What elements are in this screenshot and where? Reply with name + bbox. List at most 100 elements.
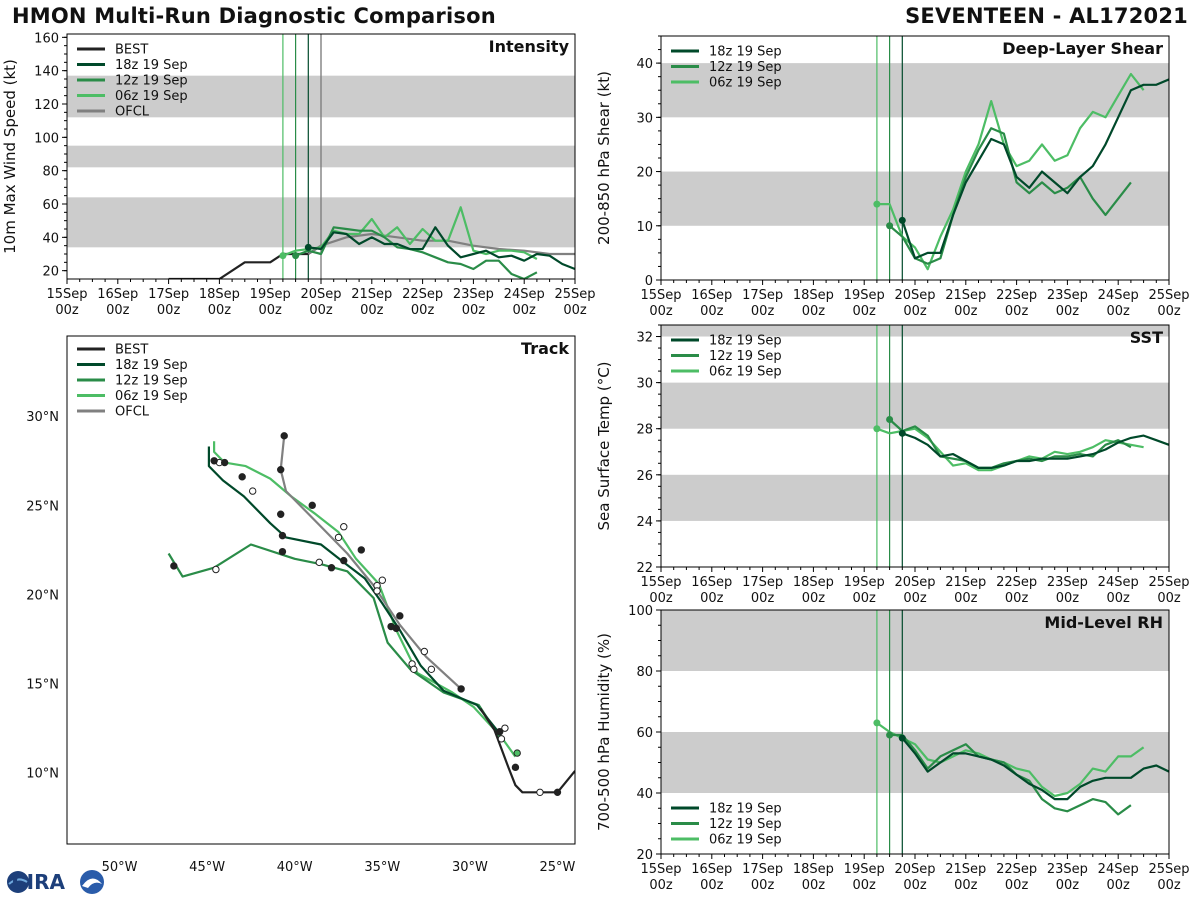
x-tick-label: 20Sep	[300, 287, 341, 302]
y-tick-label: 40	[42, 231, 59, 246]
x-tick-label: 00z	[700, 591, 724, 606]
track-position-marker	[277, 510, 285, 518]
series-line	[876, 722, 1145, 798]
y-tick-label: 26	[636, 469, 653, 484]
y-tick-label: 160	[34, 31, 59, 46]
x-tick-label: 25Sep	[1148, 575, 1189, 590]
x-tick-label: 00z	[954, 591, 978, 606]
track-position-marker	[210, 457, 218, 465]
shear-chart: 01020304015Sep00z16Sep00z17Sep00z18Sep00…	[595, 35, 1190, 319]
lat-tick-label: 15°N	[26, 678, 59, 693]
x-tick-label: 00z	[1157, 591, 1181, 606]
x-tick-label: 00z	[903, 304, 927, 319]
x-tick-label: 17Sep	[742, 288, 783, 303]
x-tick-label: 21Sep	[945, 288, 986, 303]
track-position-marker	[457, 685, 465, 693]
x-tick-label: 24Sep	[504, 287, 545, 302]
x-tick-label: 00z	[208, 303, 232, 318]
x-tick-label: 24Sep	[1098, 862, 1139, 877]
series-line	[295, 226, 538, 279]
lon-tick-label: 25°W	[540, 860, 576, 875]
x-tick-label: 20Sep	[894, 288, 935, 303]
x-tick-label: 00z	[1157, 304, 1181, 319]
shaded-band	[661, 63, 1169, 118]
track-position-marker	[327, 564, 336, 572]
x-tick-label: 00z	[1005, 304, 1029, 319]
x-tick-label: 00z	[563, 303, 587, 318]
x-tick-label: 00z	[309, 303, 333, 318]
legend-label: 12z 19 Sep	[115, 374, 188, 389]
x-tick-label: 00z	[802, 591, 826, 606]
x-tick-label: 16Sep	[691, 575, 732, 590]
legend-label: 06z 19 Sep	[709, 365, 782, 380]
track-position-marker	[278, 531, 287, 540]
track-position-marker	[373, 587, 381, 595]
legend-label: BEST	[115, 343, 148, 358]
track-position-marker	[248, 487, 257, 495]
series-line	[901, 432, 1169, 469]
x-tick-label: 00z	[853, 304, 877, 319]
x-tick-label: 00z	[1107, 591, 1131, 606]
x-tick-label: 00z	[751, 591, 775, 606]
shaded-band	[661, 171, 1169, 226]
track-position-marker	[315, 558, 323, 567]
x-tick-label: 00z	[1056, 591, 1080, 606]
track-position-marker	[511, 763, 520, 772]
series-start-point	[873, 200, 881, 208]
track-position-marker	[410, 665, 418, 674]
shaded-band	[661, 382, 1169, 429]
x-tick-label: 19Sep	[844, 575, 885, 590]
track-position-marker	[396, 612, 404, 620]
track-position-marker	[392, 624, 401, 633]
x-tick-label: 00z	[751, 878, 775, 893]
y-tick-label: 30	[636, 111, 653, 126]
track-series-group	[167, 432, 575, 797]
y-tick-label: 80	[636, 665, 653, 680]
x-tick-label: 00z	[954, 878, 978, 893]
sst-chart: 22242628303215Sep00z16Sep00z17Sep00z18Se…	[595, 324, 1190, 606]
x-tick-label: 00z	[513, 303, 537, 318]
lon-tick-label: 30°W	[452, 860, 488, 875]
storm-id-title: SEVENTEEN - AL172021	[905, 4, 1188, 28]
figure-title: HMON Multi-Run Diagnostic Comparison	[12, 4, 496, 28]
track-position-marker	[220, 458, 229, 467]
track-position-marker	[280, 432, 288, 440]
track-position-marker	[495, 728, 504, 736]
x-tick-label: 19Sep	[844, 862, 885, 877]
legend-label: OFCL	[115, 105, 150, 120]
y-tick-label: 32	[636, 331, 653, 346]
y-tick-label: 100	[34, 131, 59, 146]
shaded-band	[661, 474, 1169, 521]
y-tick-label: 140	[34, 65, 59, 80]
x-tick-label: 20Sep	[894, 575, 935, 590]
y-tick-label: 28	[636, 423, 653, 438]
x-tick-label: 18Sep	[793, 862, 834, 877]
legend-label: 12z 19 Sep	[709, 349, 782, 364]
x-tick-label: 18Sep	[793, 575, 834, 590]
track-position-marker	[340, 523, 348, 531]
series-line	[901, 78, 1169, 260]
x-tick-label: 19Sep	[250, 287, 291, 302]
series-group	[873, 72, 1169, 271]
series-start-point	[279, 252, 287, 260]
y-tick-label: 0	[645, 274, 653, 289]
x-tick-label: 15Sep	[640, 575, 681, 590]
globe-icon	[7, 871, 29, 893]
x-tick-label: 00z	[649, 304, 673, 319]
lon-tick-label: 50°W	[102, 860, 138, 875]
panel-title: SST	[1130, 328, 1163, 347]
rh-chart: 2040608010015Sep00z16Sep00z17Sep00z18Sep…	[595, 604, 1190, 893]
series-line	[901, 737, 1169, 801]
legend-label: 18z 19 Sep	[115, 58, 188, 73]
panel-title: Intensity	[489, 37, 570, 56]
x-tick-label: 00z	[157, 303, 181, 318]
x-tick-label: 22Sep	[996, 862, 1037, 877]
lat-tick-label: 25°N	[26, 499, 59, 514]
legend-label: 06z 19 Sep	[115, 389, 188, 404]
panel-title: Track	[521, 339, 569, 358]
x-tick-label: 17Sep	[148, 287, 189, 302]
track-position-marker	[357, 546, 365, 554]
x-tick-label: 18Sep	[793, 288, 834, 303]
x-tick-label: 17Sep	[742, 862, 783, 877]
